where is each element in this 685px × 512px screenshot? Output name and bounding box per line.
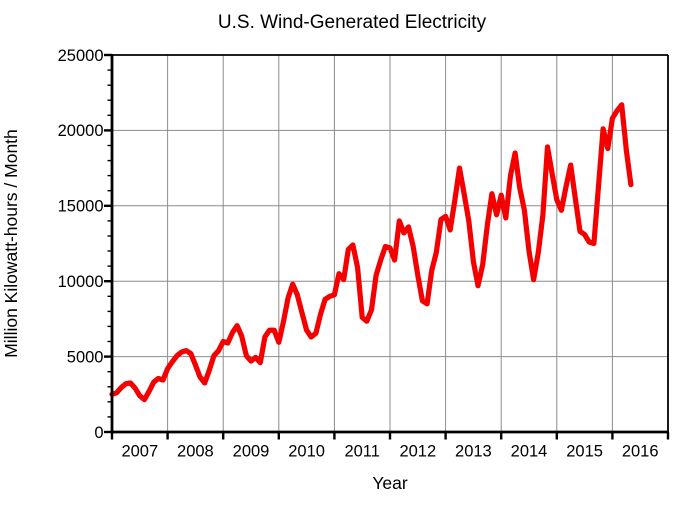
x-tick-label: 2011 xyxy=(344,443,379,461)
y-tick-label: 15000 xyxy=(58,198,104,216)
axis-layer xyxy=(104,53,670,440)
y-tick-label: 25000 xyxy=(58,47,104,65)
y-tick-label: 5000 xyxy=(67,348,104,366)
y-tick-label: 10000 xyxy=(58,273,104,291)
x-tick-label: 2013 xyxy=(455,443,492,461)
grid-layer xyxy=(112,55,668,432)
x-tick-label: 2007 xyxy=(121,443,158,461)
x-tick-label: 2014 xyxy=(511,443,548,461)
y-tick-label: 0 xyxy=(94,424,103,442)
x-axis-label: Year xyxy=(372,473,408,493)
wind-series-line xyxy=(109,102,634,403)
series-layer xyxy=(109,102,634,403)
x-tick-label: 2009 xyxy=(233,443,270,461)
x-tick-label: 2016 xyxy=(622,443,659,461)
x-tick-label: 2008 xyxy=(177,443,214,461)
x-tick-label: 2015 xyxy=(566,443,603,461)
x-tick-label: 2012 xyxy=(399,443,436,461)
x-tick-label: 2010 xyxy=(288,443,325,461)
y-axis-label: Million Kilowatt-hours / Month xyxy=(1,129,21,358)
tick-label-layer: 0 5000 10000 15000 20000 25000 2007 2008 2009 201… xyxy=(58,47,659,461)
chart-title: U.S. Wind-Generated Electricity xyxy=(218,12,487,33)
y-tick-label: 20000 xyxy=(58,122,104,140)
